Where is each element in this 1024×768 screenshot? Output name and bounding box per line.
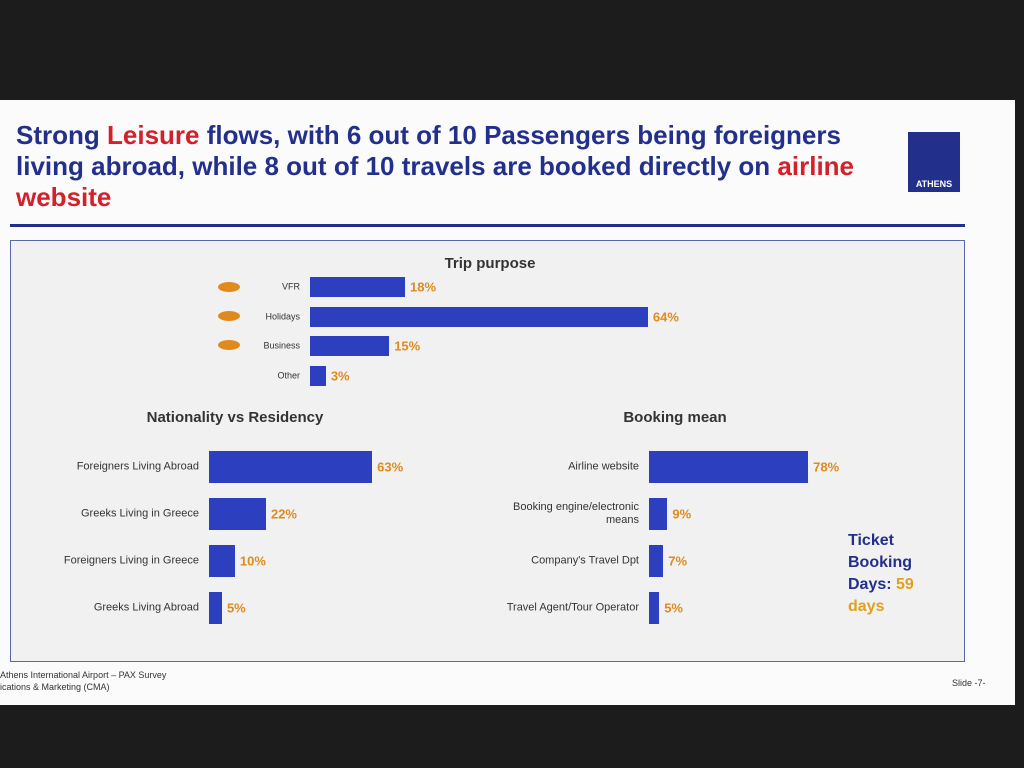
category-label: Foreigners Living in Greece <box>63 554 199 567</box>
category-label: Greeks Living in Greece <box>81 507 199 520</box>
value-label: 5% <box>226 600 246 616</box>
bar <box>649 592 660 624</box>
bar <box>310 366 326 387</box>
value-label: 15% <box>394 338 421 354</box>
booking-days-note: Ticket Booking Days: 59 days <box>848 530 938 618</box>
category-label: Foreigners Living Abroad <box>76 460 199 473</box>
note-part: 59 days <box>848 576 914 615</box>
slide-number: Slide -7- <box>952 678 986 688</box>
title-part: Leisure <box>107 120 200 150</box>
value-label: 3% <box>330 368 350 384</box>
slide-title: Strong Leisure flows, with 6 out of 10 P… <box>16 120 886 213</box>
category-label: Greeks Living Abroad <box>93 601 199 614</box>
bar <box>649 545 664 577</box>
title-part: Strong <box>16 120 107 150</box>
bar <box>649 451 809 483</box>
footer-line: ications & Marketing (CMA) <box>0 682 110 692</box>
icon <box>218 282 240 292</box>
chart-title: Trip purpose <box>444 255 536 272</box>
note-part: Ticket Booking Days: <box>848 532 912 593</box>
bar <box>209 545 235 577</box>
content-box <box>10 240 965 662</box>
value-label: 7% <box>668 553 688 569</box>
icon <box>218 311 240 321</box>
category-label: Business <box>263 340 300 351</box>
title-part: flows, with 6 out of 10 Passengers being… <box>16 120 841 181</box>
value-label: 10% <box>239 553 266 569</box>
chart-title: Booking mean <box>623 409 727 426</box>
bar <box>310 277 406 297</box>
chart-title: Nationality vs Residency <box>146 409 324 426</box>
value-label: 22% <box>270 506 297 522</box>
bar <box>209 451 373 483</box>
category-label: Company's Travel Dpt <box>531 554 639 567</box>
logo: ATHENS <box>908 132 960 192</box>
category-label: Airline website <box>568 460 639 473</box>
bar <box>209 592 222 624</box>
value-label: 78% <box>813 459 840 475</box>
value-label: 9% <box>672 506 692 522</box>
bar <box>649 498 668 530</box>
bar <box>310 336 390 357</box>
value-label: 18% <box>410 279 437 295</box>
bar <box>209 498 266 530</box>
category-label: Holidays <box>265 311 300 322</box>
icon <box>218 340 240 350</box>
value-label: 5% <box>664 600 683 616</box>
title-part: airline website <box>16 151 855 212</box>
category-label: Booking engine/electronic means <box>513 501 639 526</box>
value-label: 63% <box>377 459 404 475</box>
category-label: VFR <box>282 281 300 292</box>
category-label: Other <box>277 370 300 381</box>
footer-line: Athens International Airport – PAX Surve… <box>0 670 167 680</box>
bar <box>310 306 648 327</box>
title-rule <box>10 224 965 227</box>
value-label: 64% <box>652 309 679 325</box>
category-label: Travel Agent/Tour Operator <box>506 601 639 614</box>
